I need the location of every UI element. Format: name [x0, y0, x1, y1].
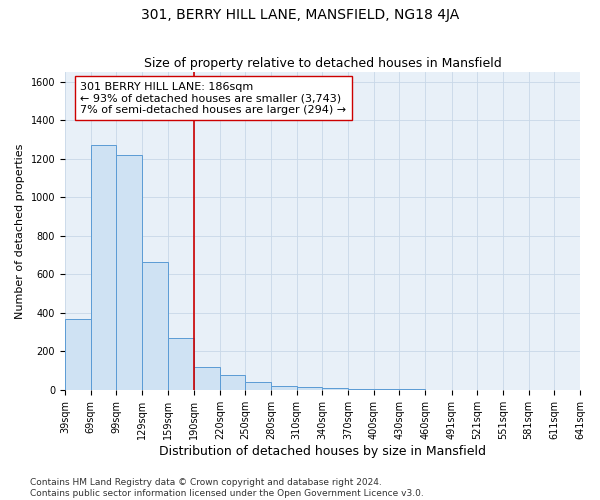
Bar [297, 387, 322, 390]
Bar [348, 389, 374, 390]
Text: 301 BERRY HILL LANE: 186sqm
← 93% of detached houses are smaller (3,743)
7% of s: 301 BERRY HILL LANE: 186sqm ← 93% of det… [80, 82, 346, 115]
Bar [116, 155, 142, 390]
Bar [167, 338, 194, 390]
Bar [142, 262, 167, 390]
Bar [91, 145, 116, 390]
Bar [322, 388, 348, 390]
Bar [245, 382, 271, 390]
Text: Contains HM Land Registry data © Crown copyright and database right 2024.
Contai: Contains HM Land Registry data © Crown c… [30, 478, 424, 498]
Title: Size of property relative to detached houses in Mansfield: Size of property relative to detached ho… [143, 56, 502, 70]
Bar [65, 318, 91, 390]
Bar [220, 376, 245, 390]
Text: 301, BERRY HILL LANE, MANSFIELD, NG18 4JA: 301, BERRY HILL LANE, MANSFIELD, NG18 4J… [141, 8, 459, 22]
X-axis label: Distribution of detached houses by size in Mansfield: Distribution of detached houses by size … [159, 444, 486, 458]
Bar [271, 386, 297, 390]
Bar [194, 366, 220, 390]
Y-axis label: Number of detached properties: Number of detached properties [15, 144, 25, 318]
